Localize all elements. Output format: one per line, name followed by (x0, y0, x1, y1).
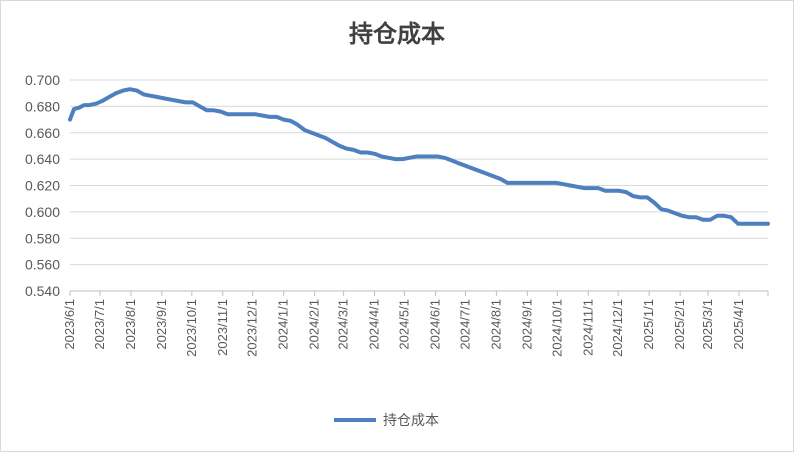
y-axis-ticks: 0.700 0.680 0.660 0.640 0.620 0.600 0.580 0.560… (25, 72, 60, 299)
y-tick-label: 0.600 (25, 204, 60, 220)
y-tick-label: 0.660 (25, 125, 60, 141)
y-tick-label: 0.680 (25, 98, 60, 114)
x-tick-label: 2023/6/1 (62, 299, 77, 350)
x-tick-label: 2024/7/1 (457, 299, 472, 350)
x-tick-label: 2024/4/1 (367, 299, 382, 350)
x-tick-label: 2023/11/1 (215, 299, 230, 356)
y-tick-label: 0.640 (25, 151, 60, 167)
grid-lines (70, 79, 768, 266)
x-tick-label: 2024/5/1 (397, 299, 412, 350)
legend: 持仓成本 (334, 413, 439, 429)
x-tick-label: 2024/3/1 (336, 299, 351, 350)
x-tick-label: 2023/8/1 (123, 299, 138, 350)
x-tick-label: 2024/8/1 (488, 299, 503, 350)
y-tick-label: 0.580 (25, 230, 60, 246)
x-tick-label: 2025/2/1 (672, 299, 687, 350)
x-tick-label: 2023/9/1 (154, 299, 169, 350)
x-tick-label: 2024/2/1 (307, 299, 322, 350)
x-tick-label: 2023/7/1 (92, 299, 107, 350)
x-axis: 2023/6/1 2023/7/1 2023/8/1 2023/9/1 2023/10/… (62, 290, 769, 357)
chart-title: 持仓成本 (349, 20, 445, 48)
series-group (68, 87, 770, 226)
y-tick-label: 0.540 (25, 283, 60, 299)
x-tick-label: 2024/1/1 (276, 299, 291, 350)
x-tick-label: 2023/10/1 (184, 299, 199, 357)
x-tick-label: 2024/9/1 (519, 299, 534, 350)
x-tick-label: 2023/12/1 (245, 299, 260, 357)
x-tick-label: 2025/4/1 (731, 299, 746, 350)
x-tick-label: 2024/6/1 (427, 299, 442, 350)
x-tick-label: 2024/12/1 (610, 299, 625, 357)
x-tick-label: 2024/11/1 (580, 299, 595, 356)
x-tick-label: 2025/3/1 (700, 299, 715, 350)
y-tick-label: 0.560 (25, 257, 60, 273)
x-tick-label: 2024/10/1 (549, 299, 564, 357)
x-tick-label: 2025/1/1 (641, 299, 656, 350)
y-tick-label: 0.700 (25, 72, 60, 88)
y-tick-label: 0.620 (25, 178, 60, 194)
series-line (68, 87, 770, 226)
legend-label: 持仓成本 (383, 413, 439, 429)
